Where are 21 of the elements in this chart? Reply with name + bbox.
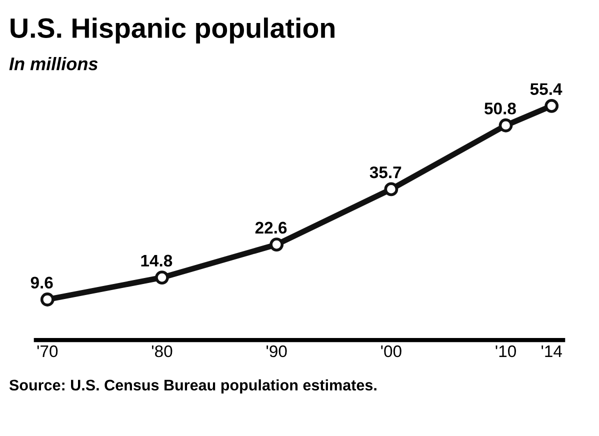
- point: [498, 118, 513, 132]
- data-label: 50.8: [484, 102, 516, 114]
- point: [544, 98, 559, 113]
- x-tick-label: '90: [266, 345, 287, 358]
- point: [270, 238, 284, 252]
- point: [384, 182, 398, 196]
- source-note: Source: U.S. Census Bureau population estimates.: [9, 379, 376, 394]
- data-label: 14.8: [141, 254, 172, 267]
- data-label: 35.7: [370, 166, 402, 178]
- x-tick-label: '10: [496, 345, 516, 358]
- chart-subtitle: In millions: [9, 56, 98, 70]
- point: [155, 270, 169, 284]
- data-label: 22.6: [255, 222, 287, 234]
- x-tick-label: '70: [37, 345, 58, 358]
- x-tick-label: '00: [381, 345, 402, 358]
- x-tick-label: '14: [542, 346, 562, 358]
- x-tick-label: '80: [152, 345, 172, 358]
- chart-title: U.S. Hispanic population: [10, 18, 334, 44]
- data-label: 55.4: [530, 83, 562, 95]
- data-label: 9.6: [30, 276, 53, 289]
- point: [40, 292, 54, 306]
